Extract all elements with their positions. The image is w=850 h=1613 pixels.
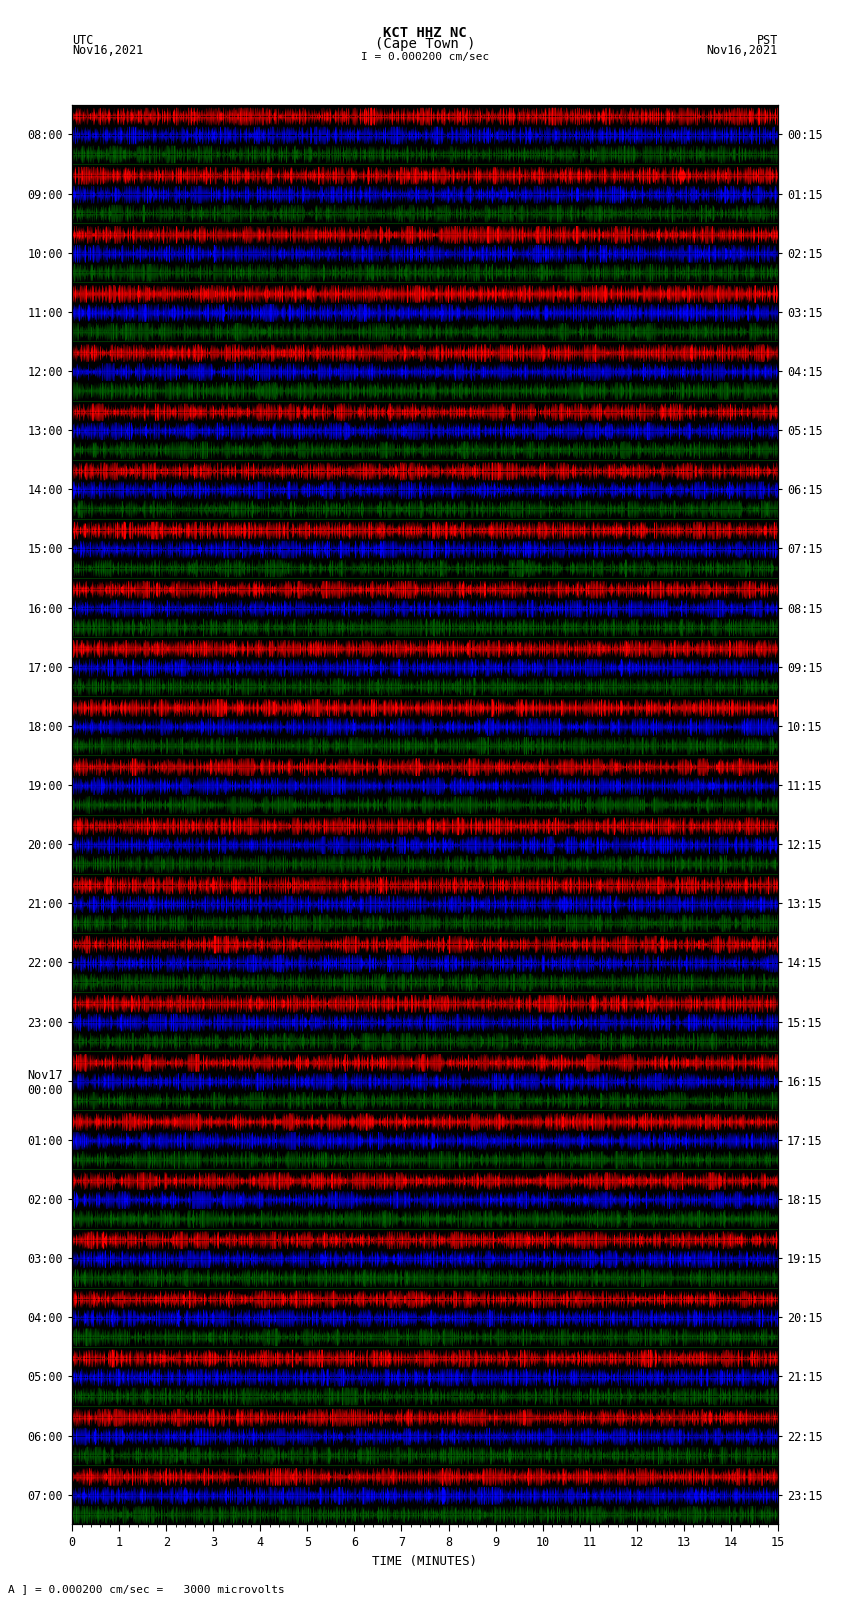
Text: (Cape Town ): (Cape Town ): [375, 37, 475, 52]
Text: KCT HHZ NC: KCT HHZ NC: [383, 26, 467, 40]
Text: I = 0.000200 cm/sec: I = 0.000200 cm/sec: [361, 52, 489, 61]
Text: UTC: UTC: [72, 34, 94, 47]
Text: A ] = 0.000200 cm/sec =   3000 microvolts: A ] = 0.000200 cm/sec = 3000 microvolts: [8, 1584, 286, 1594]
Text: PST: PST: [756, 34, 778, 47]
X-axis label: TIME (MINUTES): TIME (MINUTES): [372, 1555, 478, 1568]
Text: Nov16,2021: Nov16,2021: [72, 44, 144, 56]
Text: Nov16,2021: Nov16,2021: [706, 44, 778, 56]
